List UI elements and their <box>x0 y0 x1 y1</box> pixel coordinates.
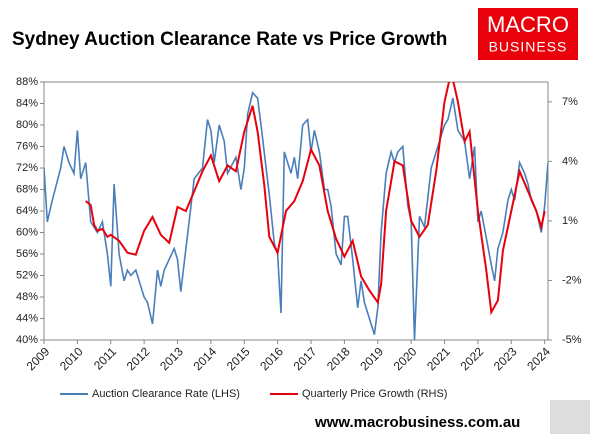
x-tick-label: 2022 <box>457 344 486 373</box>
y-tick-label: 64% <box>16 205 38 217</box>
y2-tick-label: 7% <box>562 96 578 108</box>
x-tick-label: 2015 <box>224 344 253 373</box>
x-tick-label: 2018 <box>324 344 353 373</box>
y-tick-label: 84% <box>16 97 38 109</box>
y-tick-label: 52% <box>16 269 38 281</box>
x-tick-label: 2019 <box>357 344 386 373</box>
y2-tick-label: -5% <box>562 334 582 346</box>
series-line <box>85 82 546 316</box>
y-tick-label: 80% <box>16 119 38 131</box>
y-tick-label: 40% <box>16 334 38 346</box>
x-tick-label: 2014 <box>190 344 219 373</box>
y-tick-label: 60% <box>16 226 38 238</box>
x-tick-label: 2013 <box>157 344 186 373</box>
logo-box <box>478 8 578 60</box>
chart-title: Sydney Auction Clearance Rate vs Price G… <box>12 29 447 50</box>
logo-text: MACRO <box>487 12 569 37</box>
legend-label: Auction Clearance Rate (LHS) <box>92 388 240 400</box>
x-tick-label: 2021 <box>424 344 453 373</box>
y-tick-label: 44% <box>16 312 38 324</box>
legend-label: Quarterly Price Growth (RHS) <box>302 388 447 400</box>
x-tick-label: 2023 <box>491 344 520 373</box>
x-tick-label: 2011 <box>91 344 119 372</box>
y-tick-label: 68% <box>16 183 38 195</box>
series-line <box>44 91 548 340</box>
logo-icon <box>550 400 590 434</box>
y2-tick-label: 1% <box>562 215 578 227</box>
x-tick-label: 2024 <box>524 344 553 373</box>
y-tick-label: 88% <box>16 76 38 88</box>
logo-text: BUSINESS <box>489 39 568 55</box>
y-tick-label: 56% <box>16 248 38 260</box>
x-tick-label: 2012 <box>124 344 153 373</box>
y2-tick-label: -2% <box>562 274 582 286</box>
y2-tick-label: 4% <box>562 155 578 167</box>
y-tick-label: 48% <box>16 291 38 303</box>
x-tick-label: 2010 <box>57 344 86 373</box>
x-tick-label: 2016 <box>257 344 286 373</box>
y-tick-label: 76% <box>16 140 38 152</box>
x-tick-label: 2020 <box>391 344 420 373</box>
plot-frame <box>43 81 549 341</box>
footer: www.macrobusiness.com.au <box>314 414 520 431</box>
y-tick-label: 72% <box>16 162 38 174</box>
x-tick-label: 2017 <box>291 344 320 373</box>
x-tick-label: 2009 <box>24 344 53 373</box>
